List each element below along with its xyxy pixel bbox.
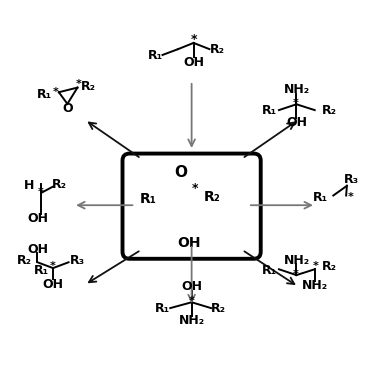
Text: R₂: R₂ [16, 254, 31, 267]
Text: OH: OH [183, 56, 204, 69]
Text: *: * [53, 87, 59, 97]
Text: OH: OH [181, 280, 202, 293]
Text: R₁: R₁ [313, 191, 328, 204]
Text: *: * [76, 79, 82, 90]
Text: O: O [174, 165, 187, 181]
Text: OH: OH [177, 236, 200, 250]
Text: R₁: R₁ [34, 264, 49, 277]
Text: R₁: R₁ [148, 49, 163, 62]
Text: *: * [190, 33, 197, 46]
Text: R₁: R₁ [155, 302, 170, 316]
Text: R₃: R₃ [70, 254, 85, 267]
Text: H: H [23, 179, 34, 192]
Text: R₃: R₃ [344, 174, 359, 187]
Text: NH₂: NH₂ [179, 314, 204, 327]
Text: R₂: R₂ [204, 190, 221, 204]
Text: O: O [62, 102, 73, 115]
Text: NH₂: NH₂ [283, 254, 310, 267]
Text: R₁: R₁ [36, 88, 52, 100]
Text: R₂: R₂ [322, 260, 337, 273]
Text: R₂: R₂ [52, 178, 67, 191]
Text: *: * [50, 261, 56, 271]
Text: *: * [293, 269, 299, 279]
Text: *: * [192, 182, 198, 195]
Text: OH: OH [28, 212, 49, 225]
Text: OH: OH [286, 117, 307, 129]
Text: OH: OH [27, 242, 48, 256]
Text: *: * [38, 187, 43, 197]
Text: R₂: R₂ [211, 302, 226, 316]
Text: NH₂: NH₂ [283, 83, 310, 96]
Text: *: * [312, 261, 318, 271]
Text: R₂: R₂ [322, 104, 337, 117]
Text: R₂: R₂ [81, 80, 95, 93]
Text: *: * [293, 98, 299, 108]
Text: R₁: R₁ [140, 192, 156, 206]
Text: R₁: R₁ [262, 264, 277, 276]
FancyBboxPatch shape [122, 154, 261, 259]
Text: *: * [189, 296, 195, 306]
Text: OH: OH [43, 278, 63, 291]
Text: NH₂: NH₂ [301, 280, 328, 292]
Text: R₁: R₁ [262, 104, 277, 117]
Text: *: * [348, 192, 354, 202]
Text: R₂: R₂ [210, 43, 225, 56]
